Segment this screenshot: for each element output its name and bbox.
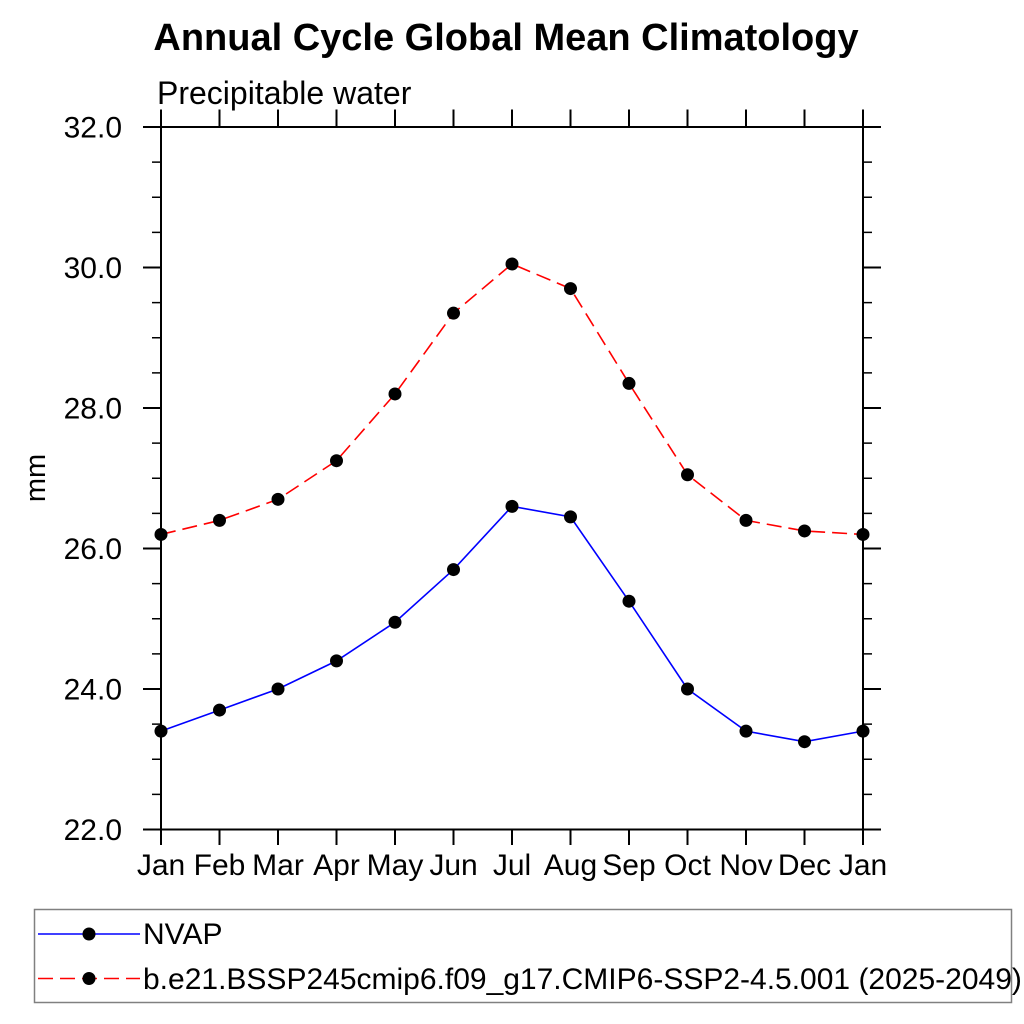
x-tick-label: Nov	[719, 849, 772, 882]
x-tick-label: Oct	[664, 849, 711, 882]
data-point-marker	[154, 724, 168, 738]
legend-border	[33, 908, 1013, 1004]
data-point-marker	[330, 454, 343, 468]
x-tick-label: Jan	[839, 849, 887, 882]
x-tick-label: Jul	[493, 849, 531, 882]
x-tick-label: Mar	[252, 849, 304, 882]
legend-label-nvap: NVAP	[143, 918, 222, 951]
x-tick-labels: Jan Feb Mar Apr May Jun Jul Aug Sep Oct Nov Dec Jan	[137, 849, 887, 882]
x-tick-label: Apr	[313, 849, 360, 882]
legend-line-samples	[38, 927, 140, 985]
data-point-marker	[330, 654, 343, 668]
data-point-marker	[856, 724, 870, 738]
data-point-marker	[154, 527, 168, 541]
series-markers	[154, 257, 870, 749]
data-point-marker	[856, 527, 870, 541]
data-point-marker	[271, 682, 285, 696]
data-point-marker	[798, 524, 811, 538]
data-point-marker	[388, 615, 402, 629]
x-tick-label: Aug	[544, 849, 597, 882]
legend-label-model: b.e21.BSSP245cmip6.f09_g17.CMIP6-SSP2-4.…	[143, 963, 1022, 996]
data-point-marker	[798, 735, 811, 749]
y-tick-label: 30.0	[64, 252, 122, 285]
x-tick-label: Sep	[602, 849, 655, 882]
y-tick-label: 26.0	[64, 533, 122, 566]
data-point-marker	[388, 387, 402, 401]
x-tick-label: Dec	[778, 849, 831, 882]
data-point-marker	[739, 513, 753, 527]
y-tick-label: 32.0	[64, 112, 122, 145]
data-point-marker	[564, 510, 577, 524]
series-line-nvap	[160, 505, 864, 743]
y-tick-label: 28.0	[64, 393, 122, 426]
data-point-marker	[505, 499, 519, 513]
data-point-marker	[564, 282, 577, 296]
plot-axes	[143, 109, 881, 845]
x-tick-label: Jan	[137, 849, 185, 882]
data-point-marker	[213, 703, 226, 717]
legend-box: NVAP b.e21.BSSP245cmip6.f09_g17.CMIP6-SS…	[33, 908, 1022, 1004]
x-tick-label: May	[367, 849, 424, 882]
data-point-marker	[739, 724, 753, 738]
data-point-marker	[681, 682, 694, 696]
data-point-marker	[681, 468, 694, 482]
data-point-marker	[271, 492, 285, 506]
x-tick-label: Feb	[194, 849, 246, 882]
y-axis-title: mm	[20, 454, 52, 502]
legend-sample-marker	[82, 972, 96, 985]
data-point-marker	[447, 563, 460, 577]
series-line-model	[160, 263, 864, 536]
data-point-marker	[447, 306, 460, 320]
x-tick-label: Jun	[429, 849, 477, 882]
plot-frame	[160, 126, 864, 831]
y-tick-label: 22.0	[64, 814, 122, 847]
data-point-marker	[622, 376, 636, 390]
y-tick-label: 24.0	[64, 674, 122, 707]
data-point-marker	[213, 513, 226, 527]
data-point-marker	[622, 594, 636, 608]
y-tick-labels: 22.0 24.0 26.0 28.0 30.0 32.0	[64, 112, 122, 848]
chart-subtitle: Precipitable water	[157, 75, 412, 111]
chart-title: Annual Cycle Global Mean Climatology	[153, 17, 858, 59]
legend-sample-marker	[82, 927, 96, 941]
data-point-marker	[505, 257, 519, 271]
